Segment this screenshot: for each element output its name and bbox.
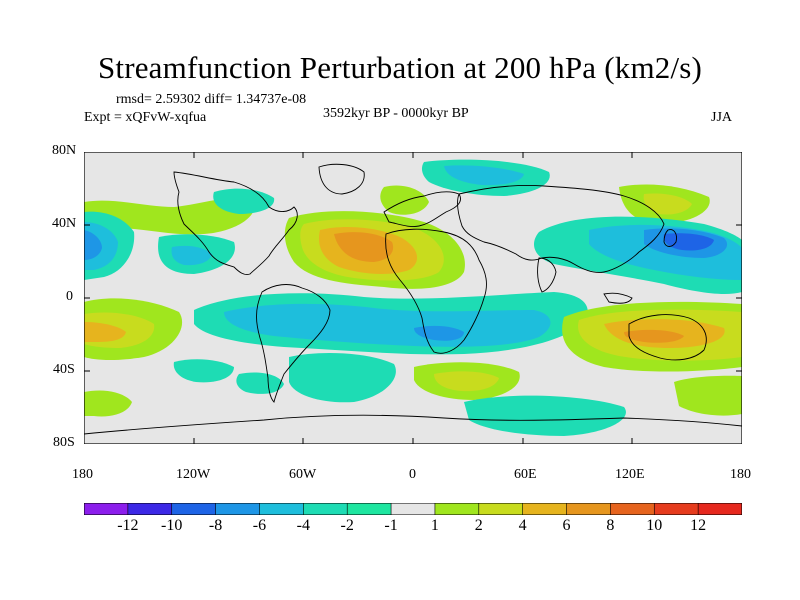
coastline-africa [385, 228, 487, 354]
coastline-antarctica [84, 414, 742, 435]
contour-fill-4 [434, 371, 499, 392]
colorbar-label: -1 [384, 517, 398, 534]
period-label: 3592kyr BP - 0000kyr BP [323, 106, 469, 121]
colorbar-cell [610, 503, 656, 515]
colorbar-label: -4 [296, 517, 310, 534]
colorbar-cell [566, 503, 612, 515]
map-tick-marks [84, 152, 742, 444]
contour-fill-2 [84, 390, 132, 417]
coastline-south-america [256, 284, 331, 403]
lon-tick-label: 120W [176, 467, 211, 482]
colorbar-label: 2 [474, 517, 483, 534]
experiment-label: Expt = xQFvW-xqfua [84, 110, 207, 125]
lon-tick-label: 60W [289, 467, 317, 482]
contour-fill-8 [624, 329, 684, 343]
coastline-north-america [173, 171, 298, 275]
lon-tick-label: 60E [514, 467, 537, 482]
lon-tick-label: 0 [409, 467, 416, 482]
colorbar-label: 1 [430, 517, 439, 534]
colorbar-label: 6 [562, 517, 571, 534]
colorbar-label: 10 [646, 517, 663, 534]
lat-tick-label: 80S [53, 435, 75, 450]
contour-fill-minus2 [289, 352, 396, 403]
season-label: JJA [711, 110, 733, 125]
lon-tick-label: 120E [615, 467, 645, 482]
colorbar-cell [215, 503, 261, 515]
colorbar-cell [259, 503, 305, 515]
colorbar-label: -8 [208, 517, 223, 534]
streamfunction-map [84, 152, 742, 444]
colorbar-cell [390, 503, 436, 515]
coastline-india [537, 257, 557, 293]
colorbar-label: 8 [606, 517, 615, 534]
colorbar-label: -6 [252, 517, 267, 534]
colorbar-cell [84, 503, 129, 515]
coastline-asia [457, 185, 665, 273]
contour-fill-minus2 [464, 395, 626, 436]
colorbar-label: 12 [690, 517, 707, 534]
contour-fills [84, 159, 742, 436]
colorbar-cell [127, 503, 173, 515]
colorbar-cell [697, 503, 742, 515]
coastline-europe [383, 191, 461, 227]
colorbar-cell [653, 503, 699, 515]
contour-fill-2 [674, 375, 742, 416]
coastline-greenland [318, 163, 365, 195]
colorbar-label: -12 [117, 517, 139, 534]
plot-title: Streamfunction Perturbation at 200 hPa (… [97, 50, 703, 85]
contour-fill-minus4 [444, 165, 524, 186]
lon-tick-label: 180 [72, 467, 93, 482]
colorbar-label: -10 [161, 517, 183, 534]
contour-fill-minus2 [236, 372, 284, 394]
lat-tick-label: 0 [66, 289, 73, 304]
colorbar [84, 503, 742, 515]
colorbar-cell [346, 503, 392, 515]
lon-tick-label: 180 [730, 467, 751, 482]
contour-fill-2 [380, 185, 429, 215]
colorbar-cell [522, 503, 568, 515]
coastline-australia [628, 314, 707, 361]
lat-tick-label: 40S [53, 362, 75, 377]
coastline-japan [663, 229, 677, 247]
contour-fill-minus2 [173, 359, 234, 383]
colorbar-cell [171, 503, 217, 515]
colorbar-cell [478, 503, 524, 515]
colorbar-cell [303, 503, 349, 515]
colorbar-label: 4 [518, 517, 527, 534]
coastlines [84, 163, 742, 435]
lat-tick-label: 80N [52, 143, 77, 158]
contour-fill-8 [334, 232, 394, 262]
stats-label: rmsd= 2.59302 diff= 1.34737e-08 [116, 92, 307, 107]
lat-tick-label: 40N [52, 216, 77, 231]
colorbar-cell [434, 503, 480, 515]
coastline-indonesia [603, 292, 633, 304]
colorbar-label: -2 [340, 517, 354, 534]
contour-fill-4 [643, 193, 692, 215]
contour-fill-minus4 [224, 303, 551, 347]
contour-fill-minus4 [171, 245, 212, 266]
contour-fill-minus6 [84, 230, 102, 260]
contour-fill-6 [84, 322, 126, 342]
